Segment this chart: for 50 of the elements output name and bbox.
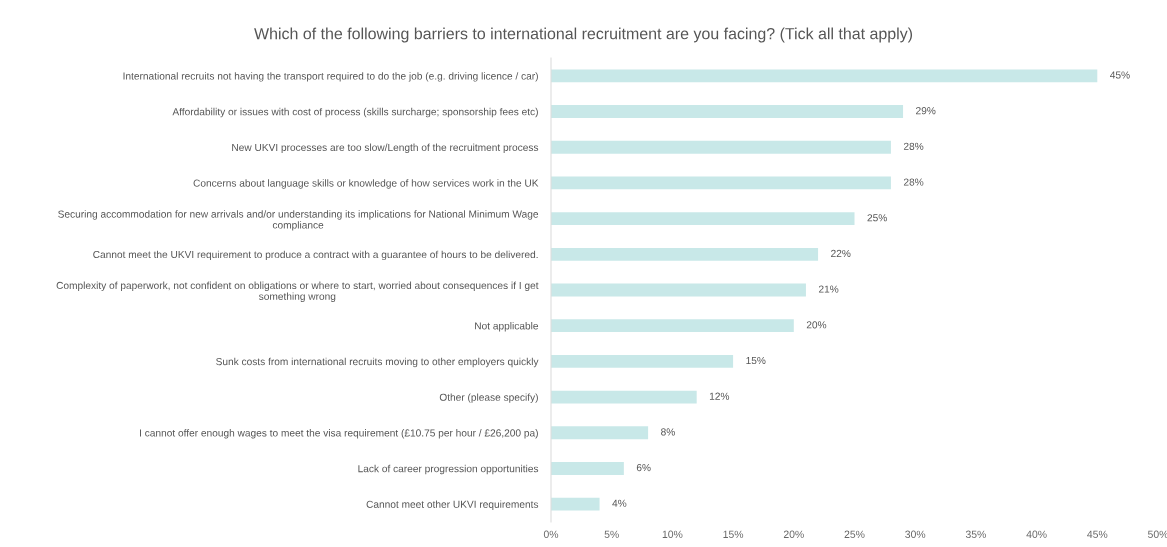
- data-label: 45%: [1110, 71, 1130, 79]
- x-tick-label: 40%: [1026, 530, 1047, 538]
- data-label: 4%: [612, 499, 627, 507]
- x-tick-label: 25%: [844, 530, 865, 538]
- bar: [551, 105, 904, 118]
- y-tick-label: I cannot offer enough wages to meet the visa requirement (£10.75 per hour / £26,200 pa): [140, 429, 538, 439]
- bar: [551, 69, 1098, 83]
- bar: [551, 426, 649, 440]
- data-label: 8%: [661, 428, 675, 436]
- y-tick-label: New UKVI processes are too slow/Length of the recruitment process: [232, 143, 539, 154]
- x-tick-label: 5%: [604, 530, 619, 538]
- y-tick-label: Lack of career progression opportunities: [358, 464, 539, 475]
- y-tick-label: Concerns about language skills or knowledge of how services work in the UK: [193, 179, 539, 189]
- bar: [551, 283, 806, 297]
- y-tick-label: Complexity of paperwork, not confident on obligations or where to start, worried about consequences if I get something wrong: [56, 281, 539, 302]
- data-label: 12%: [709, 392, 730, 400]
- data-label: 28%: [903, 178, 924, 186]
- data-label: 22%: [831, 249, 851, 257]
- y-tick-label: Not applicable: [475, 322, 539, 332]
- data-label: 21%: [818, 285, 839, 293]
- bar: [551, 354, 734, 368]
- bar: [551, 140, 891, 154]
- bar: [551, 462, 624, 475]
- data-label: 20%: [806, 321, 827, 329]
- y-tick-label: Cannot meet the UKVI requirement to produce a contract with a guarantee of hours to be delivered.: [93, 250, 538, 261]
- y-tick-label: Cannot meet other UKVI requirements: [366, 500, 539, 510]
- chart-title: Which of the following barriers to international recruitment are you facing? (Tick all that apply): [254, 27, 913, 43]
- y-tick-label: International recruits not having the transport required to do the job (e.g. driving licence / car): [123, 72, 538, 82]
- data-label: 29%: [916, 107, 936, 115]
- bar: [551, 497, 600, 511]
- data-label: 6%: [636, 464, 651, 472]
- data-label: 25%: [867, 214, 887, 222]
- x-tick-label: 10%: [662, 530, 683, 538]
- x-tick-label: 0%: [543, 530, 559, 538]
- bar: [551, 390, 697, 404]
- bar: [551, 319, 794, 333]
- y-tick-label: Other (please specify): [439, 393, 538, 403]
- x-tick-label: 30%: [905, 530, 926, 538]
- bar: [551, 212, 855, 226]
- y-tick-label: Securing accommodation for new arrivals and/or understanding its implications for National Minimum Wage compliance: [58, 210, 539, 231]
- data-label: 28%: [903, 142, 924, 150]
- bar: [551, 176, 891, 190]
- y-tick-label: Affordability or issues with cost of process (skills surcharge; sponsorship fees etc): [172, 107, 538, 118]
- x-tick-label: 35%: [965, 530, 986, 538]
- y-tick-label: Sunk costs from international recruits moving to other employers quickly: [216, 357, 539, 368]
- x-tick-label: 15%: [723, 530, 744, 538]
- x-tick-label: 20%: [783, 530, 804, 538]
- data-label: 15%: [746, 356, 766, 365]
- x-tick-label: 45%: [1087, 530, 1108, 538]
- bar: [551, 247, 819, 261]
